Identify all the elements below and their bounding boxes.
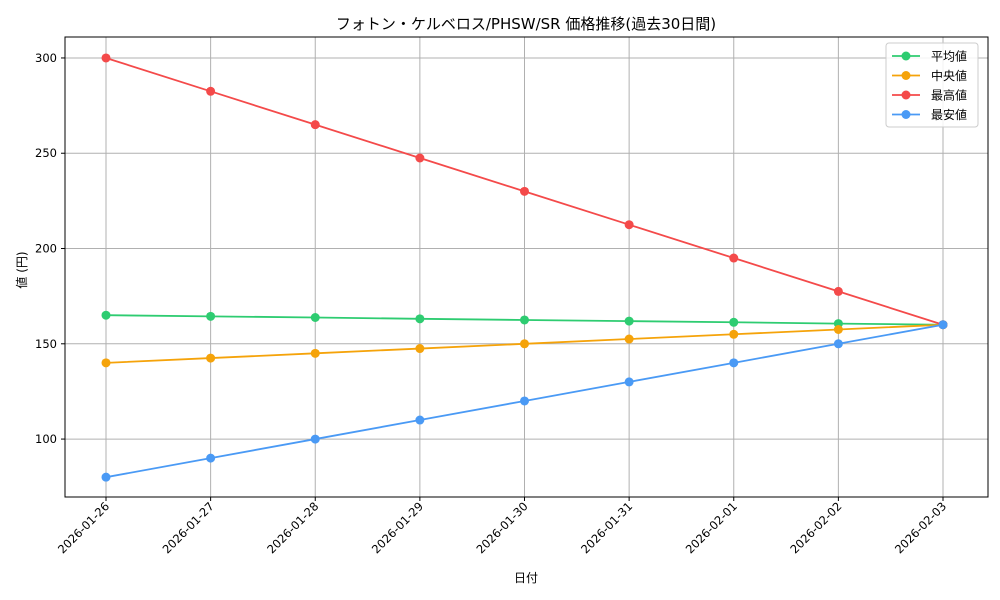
data-point bbox=[624, 316, 634, 326]
data-point bbox=[206, 353, 216, 363]
data-point bbox=[520, 339, 529, 349]
data-point bbox=[101, 310, 111, 320]
x-tick-label: 2026-02-03 bbox=[892, 499, 949, 556]
data-point bbox=[833, 286, 843, 296]
series-lines bbox=[101, 53, 948, 482]
data-point bbox=[520, 186, 529, 196]
data-point bbox=[938, 320, 948, 330]
x-tick-label: 2026-02-01 bbox=[683, 499, 740, 556]
data-point bbox=[310, 312, 320, 322]
data-point bbox=[729, 358, 739, 368]
plot-frame bbox=[64, 36, 989, 498]
data-point bbox=[624, 334, 634, 344]
data-point bbox=[101, 472, 111, 482]
data-point bbox=[206, 311, 216, 321]
data-point bbox=[415, 344, 425, 354]
chart-title: フォトン・ケルベロス/PHSW/SR 価格推移(過去30日間) bbox=[336, 15, 716, 33]
data-point bbox=[310, 434, 320, 444]
data-point bbox=[729, 317, 739, 327]
y-tick-label: 250 bbox=[35, 146, 57, 160]
legend-label: 最高値 bbox=[931, 88, 967, 103]
data-point bbox=[624, 220, 634, 230]
data-point bbox=[415, 415, 425, 425]
data-point bbox=[520, 396, 529, 406]
y-tick-label: 100 bbox=[35, 432, 57, 446]
data-point bbox=[310, 348, 320, 358]
data-point bbox=[101, 53, 111, 63]
legend-label: 平均値 bbox=[931, 49, 967, 64]
y-axis-label: 値 (円) bbox=[14, 251, 29, 288]
x-tick-label: 2026-01-28 bbox=[264, 499, 321, 556]
data-point bbox=[206, 453, 216, 463]
y-axis-ticks: 100 150 200 250 300 bbox=[35, 51, 65, 446]
data-point bbox=[101, 358, 111, 368]
data-point bbox=[833, 339, 843, 349]
data-point bbox=[729, 329, 739, 339]
data-point bbox=[729, 253, 739, 263]
x-tick-label: 2026-01-29 bbox=[369, 499, 426, 556]
x-axis-ticks: 2026-01-26 2026-01-27 2026-01-28 2026-01-29… bbox=[55, 497, 949, 556]
x-axis-label: 日付 bbox=[514, 571, 538, 585]
legend-label: 中央値 bbox=[931, 68, 967, 83]
y-tick-label: 150 bbox=[35, 337, 57, 351]
data-point bbox=[206, 86, 216, 96]
x-tick-label: 2026-02-02 bbox=[787, 499, 844, 556]
data-point bbox=[415, 153, 425, 163]
data-point bbox=[310, 120, 320, 130]
x-tick-label: 2026-01-27 bbox=[160, 499, 217, 556]
x-tick-label: 2026-01-30 bbox=[473, 499, 530, 556]
grid-lines bbox=[65, 37, 988, 497]
data-point bbox=[624, 377, 634, 387]
data-point bbox=[520, 315, 529, 325]
x-tick-label: 2026-01-26 bbox=[55, 499, 112, 556]
x-tick-label: 2026-01-31 bbox=[578, 499, 635, 556]
y-tick-label: 300 bbox=[35, 51, 57, 65]
legend-label: 最安値 bbox=[931, 107, 967, 122]
y-tick-label: 200 bbox=[35, 242, 57, 256]
data-point bbox=[415, 314, 425, 324]
series-3 bbox=[101, 320, 948, 482]
data-point bbox=[833, 325, 843, 335]
